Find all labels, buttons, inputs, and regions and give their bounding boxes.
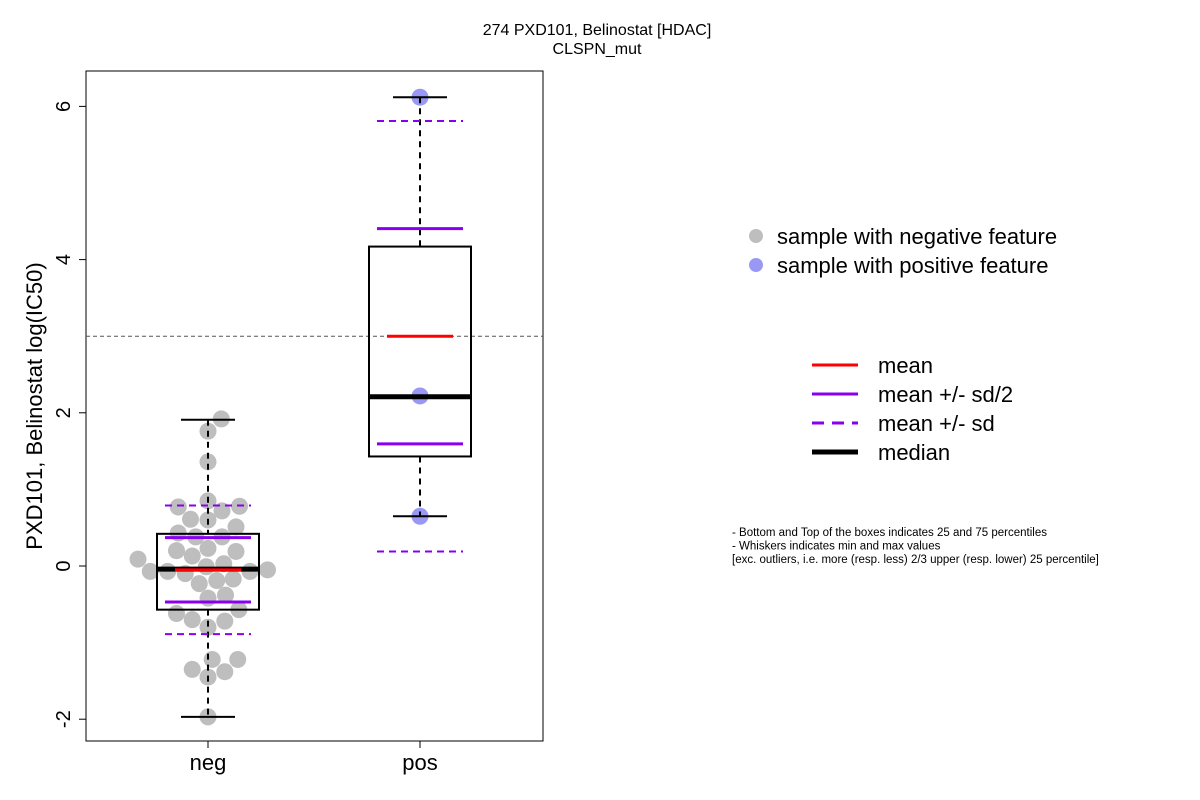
- note-line: [exc. outliers, i.e. more (resp. less) 2…: [732, 554, 1099, 566]
- data-point-neg: [203, 650, 221, 668]
- legend-point-label: sample with negative feature: [777, 224, 1057, 249]
- y-tick-label: 2: [53, 407, 75, 418]
- data-point-neg: [199, 618, 217, 636]
- legend-line-label: mean +/- sd: [878, 411, 995, 436]
- data-point-neg: [229, 650, 247, 668]
- data-point-neg: [227, 518, 245, 536]
- legend-point-label: sample with positive feature: [777, 253, 1048, 278]
- data-point-neg: [259, 561, 276, 579]
- notes: - Bottom and Top of the boxes indicates …: [732, 527, 1099, 566]
- data-point-neg: [183, 611, 201, 629]
- note-line: - Whiskers indicates min and max values: [732, 541, 941, 553]
- y-tick-label: -2: [53, 710, 75, 728]
- chart-subtitle: CLSPN_mut: [553, 41, 642, 58]
- legend-line-label: median: [878, 440, 950, 465]
- legend: sample with negative feature sample with …: [749, 224, 1057, 465]
- y-tick-label: 0: [53, 560, 75, 571]
- data-point-neg: [216, 612, 234, 630]
- legend-line-label: mean +/- sd/2: [878, 382, 1013, 407]
- data-point-neg: [169, 498, 187, 516]
- legend-point-marker: [749, 258, 763, 272]
- data-point-neg: [183, 660, 201, 678]
- data-point-neg: [224, 570, 242, 588]
- data-point-neg: [183, 547, 201, 565]
- data-point-neg: [141, 562, 159, 580]
- data-point-neg: [199, 589, 217, 607]
- data-point-neg: [190, 575, 208, 593]
- legend-line-label: mean: [878, 353, 933, 378]
- legend-point-marker: [749, 229, 763, 243]
- data-point-neg: [182, 510, 199, 528]
- data-point-neg: [199, 453, 217, 471]
- x-tick-label: pos: [402, 750, 437, 775]
- data-point-neg: [199, 539, 217, 557]
- plot-frame: [85, 70, 544, 742]
- y-axis-label: PXD101, Belinostat log(IC50): [22, 262, 47, 549]
- x-tick-label: neg: [190, 750, 227, 775]
- data-point-neg: [217, 586, 234, 604]
- data-point-neg: [208, 572, 226, 590]
- y-axis: -2 0 2 4 6: [53, 101, 87, 728]
- data-point-neg: [227, 542, 245, 560]
- box-pos: [368, 245, 472, 458]
- data-point-neg: [168, 604, 185, 622]
- note-line: - Bottom and Top of the boxes indicates …: [732, 527, 1047, 539]
- data-point-neg: [129, 550, 147, 568]
- x-axis: neg pos: [190, 740, 438, 775]
- y-tick-label: 6: [53, 101, 75, 112]
- data-point-neg: [168, 542, 185, 560]
- chart-title: 274 PXD101, Belinostat [HDAC]: [483, 22, 712, 39]
- plot-area: [86, 88, 543, 726]
- y-tick-label: 4: [53, 254, 75, 265]
- data-point-neg: [213, 502, 231, 520]
- data-point-neg: [216, 663, 234, 681]
- box-neg: [156, 532, 260, 611]
